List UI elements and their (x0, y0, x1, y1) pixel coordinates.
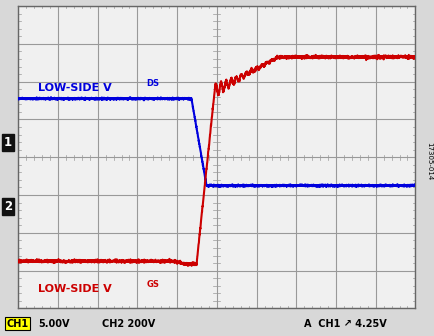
Text: 2: 2 (4, 200, 12, 213)
Text: 17305-014: 17305-014 (425, 142, 431, 180)
Text: 5.00V: 5.00V (38, 319, 69, 329)
Text: DS: DS (146, 79, 159, 88)
Text: 1: 1 (4, 136, 12, 149)
Text: A  CH1 ↗ 4.25V: A CH1 ↗ 4.25V (304, 319, 386, 329)
Text: LOW-SIDE V: LOW-SIDE V (38, 284, 112, 294)
Text: GS: GS (146, 280, 159, 289)
Text: CH2 200V: CH2 200V (102, 319, 155, 329)
Text: CH1: CH1 (7, 319, 29, 329)
Text: LOW-SIDE V: LOW-SIDE V (38, 83, 112, 93)
